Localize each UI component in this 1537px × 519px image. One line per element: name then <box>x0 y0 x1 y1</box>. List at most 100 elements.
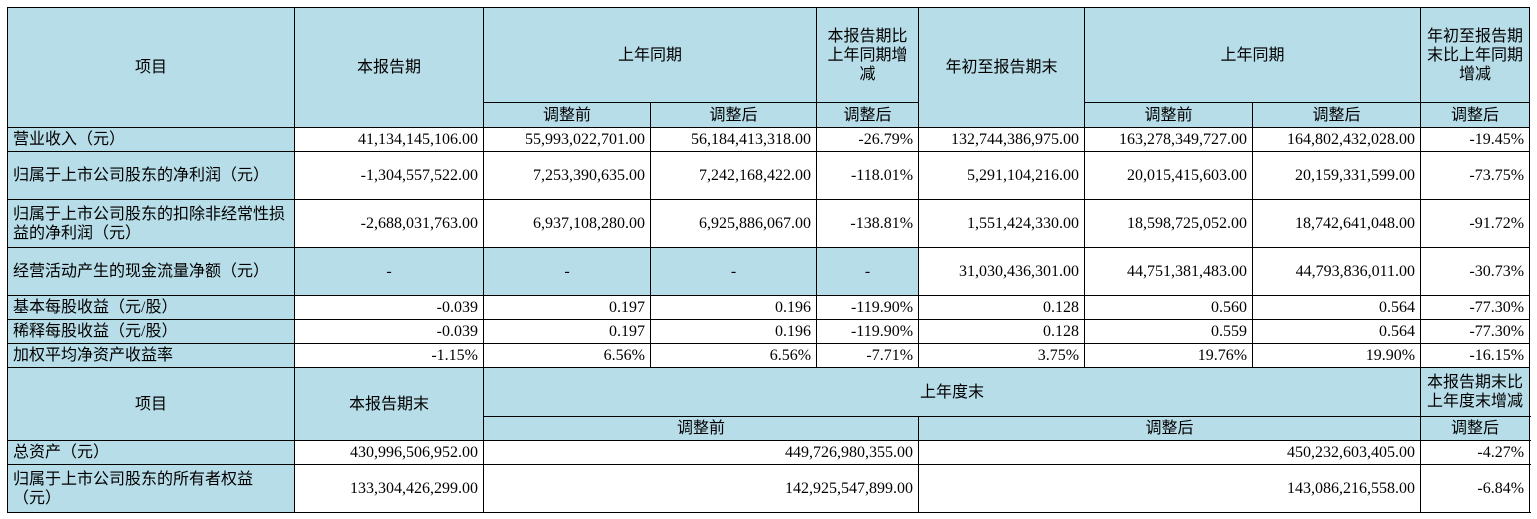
cell-prior-after: 0.196 <box>649 319 818 344</box>
cell-ytd-change: -77.30% <box>1420 295 1531 320</box>
row-label: 归属于上市公司股东的扣除非经常性损益的净利润（元） <box>7 199 295 248</box>
header-row-top: 项目 本报告期 上年同期 本报告期比上年同期增减 年初至报告期末 上年同期 年初… <box>7 7 1531 128</box>
cell-ytd: 5,291,104,216.00 <box>918 151 1086 200</box>
table-row: 稀释每股收益（元/股） -0.039 0.197 0.196 -119.90% … <box>7 319 1531 344</box>
cell-after: 143,086,216,558.00 <box>918 464 1422 513</box>
cell-ytd-prior-before: 44,751,381,483.00 <box>1084 247 1254 296</box>
cell-current: 41,134,145,106.00 <box>294 127 484 152</box>
balance-header-after-adjustment: 调整后 <box>918 416 1422 441</box>
cell-ytd-prior-after: 18,742,641,048.00 <box>1252 199 1422 248</box>
cell-prior-before: 55,993,022,701.00 <box>483 127 651 152</box>
cell-prior-before: 6.56% <box>483 343 651 368</box>
cell-ytd-prior-before: 163,278,349,727.00 <box>1084 127 1254 152</box>
cell-ytd-prior-before: 19.76% <box>1084 343 1254 368</box>
cell-change: -118.01% <box>816 151 920 200</box>
row-label: 营业收入（元） <box>7 127 295 152</box>
table-row: 加权平均净资产收益率 -1.15% 6.56% 6.56% -7.71% 3.7… <box>7 343 1531 368</box>
row-label: 基本每股收益（元/股） <box>7 295 295 320</box>
cell-ytd-prior-after: 19.90% <box>1252 343 1422 368</box>
cell-current: -1.15% <box>294 343 484 368</box>
cell-change: -4.27% <box>1420 440 1531 465</box>
header-current-period: 本报告期 <box>294 7 484 128</box>
header-prior-year-same-period-ytd: 上年同期 <box>1084 7 1422 103</box>
row-label: 稀释每股收益（元/股） <box>7 319 295 344</box>
cell-prior-before: - <box>483 247 651 296</box>
header-after-adjustment-change-ytd: 调整后 <box>1420 102 1531 128</box>
table-row: 归属于上市公司股东的扣除非经常性损益的净利润（元） -2,688,031,763… <box>7 199 1531 248</box>
cell-ytd: 0.128 <box>918 319 1086 344</box>
cell-change: -6.84% <box>1420 464 1531 513</box>
cell-ytd: 31,030,436,301.00 <box>918 247 1086 296</box>
header-row-sub: 调整前 调整后 调整后 调整前 调整后 调整后 <box>8 102 1531 128</box>
cell-current: -0.039 <box>294 295 484 320</box>
cell-ytd-prior-before: 20,015,415,603.00 <box>1084 151 1254 200</box>
cell-current: -1,304,557,522.00 <box>294 151 484 200</box>
balance-header-item: 项目 <box>7 367 295 441</box>
balance-header-current-period-end: 本报告期末 <box>294 367 484 441</box>
header-after-adjustment-ytd: 调整后 <box>1252 102 1422 128</box>
cell-ytd-change: -19.45% <box>1420 127 1531 152</box>
cell-ytd-prior-after: 0.564 <box>1252 295 1422 320</box>
table-row: 经营活动产生的现金流量净额（元） - - - - 31,030,436,301.… <box>7 247 1531 296</box>
cell-ytd-change: -73.75% <box>1420 151 1531 200</box>
cell-change: -7.71% <box>816 343 920 368</box>
cell-ytd-change: -77.30% <box>1420 319 1531 344</box>
cell-ytd-change: -16.15% <box>1420 343 1531 368</box>
cell-ytd: 132,744,386,975.00 <box>918 127 1086 152</box>
table-row: 归属于上市公司股东的净利润（元） -1,304,557,522.00 7,253… <box>7 151 1531 200</box>
header-after-adjustment: 调整后 <box>649 102 818 128</box>
cell-ytd-change: -30.73% <box>1420 247 1531 296</box>
balance-header-after-adjustment-change: 调整后 <box>1420 416 1531 441</box>
cell-change: -119.90% <box>816 295 920 320</box>
balance-header-row-sub: 调整前 调整后 调整后 <box>8 416 1531 441</box>
cell-prior-after: 7,242,168,422.00 <box>649 151 818 200</box>
cell-change: -138.81% <box>816 199 920 248</box>
balance-header-prior-year-end: 上年度末 <box>482 367 1422 417</box>
header-after-adjustment-change: 调整后 <box>816 102 920 128</box>
cell-prior-before: 6,937,108,280.00 <box>483 199 651 248</box>
cell-prior-after: 0.196 <box>649 295 818 320</box>
cell-ytd-prior-before: 0.560 <box>1084 295 1254 320</box>
row-label: 总资产（元） <box>7 440 295 465</box>
cell-before: 142,925,547,899.00 <box>482 464 920 513</box>
cell-ytd: 1,551,424,330.00 <box>918 199 1086 248</box>
cell-ytd-prior-before: 18,598,725,052.00 <box>1084 199 1254 248</box>
cell-prior-after: 6,925,886,067.00 <box>649 199 818 248</box>
cell-change: - <box>816 247 920 296</box>
cell-ytd: 0.128 <box>918 295 1086 320</box>
header-current-vs-prior-change: 本报告期比上年同期增减 <box>816 7 920 103</box>
cell-prior-before: 7,253,390,635.00 <box>483 151 651 200</box>
balance-row: 总资产（元） 430,996,506,952.00 449,726,980,35… <box>7 440 1531 465</box>
row-label: 归属于上市公司股东的所有者权益（元） <box>7 464 295 513</box>
cell-prior-after: 6.56% <box>649 343 818 368</box>
financial-data-table: 项目 本报告期 上年同期 本报告期比上年同期增减 年初至报告期末 上年同期 年初… <box>7 7 1531 513</box>
row-label: 经营活动产生的现金流量净额（元） <box>7 247 295 296</box>
cell-ytd-prior-after: 0.564 <box>1252 319 1422 344</box>
table-row: 营业收入（元） 41,134,145,106.00 55,993,022,701… <box>7 127 1531 152</box>
header-before-adjustment-ytd: 调整前 <box>1084 102 1254 128</box>
cell-prior-after: 56,184,413,318.00 <box>649 127 818 152</box>
cell-ytd-prior-after: 164,802,432,028.00 <box>1252 127 1422 152</box>
cell-current: - <box>294 247 484 296</box>
header-before-adjustment: 调整前 <box>483 102 651 128</box>
row-label: 加权平均净资产收益率 <box>7 343 295 368</box>
cell-current: 430,996,506,952.00 <box>294 440 484 465</box>
header-ytd: 年初至报告期末 <box>918 7 1086 128</box>
cell-ytd: 3.75% <box>918 343 1086 368</box>
balance-header-change: 本报告期末比上年度末增减 <box>1420 367 1531 417</box>
table-row: 基本每股收益（元/股） -0.039 0.197 0.196 -119.90% … <box>7 295 1531 320</box>
cell-after: 450,232,603,405.00 <box>918 440 1422 465</box>
cell-prior-before: 0.197 <box>483 295 651 320</box>
cell-change: -119.90% <box>816 319 920 344</box>
header-ytd-vs-prior-change: 年初至报告期末比上年同期增减 <box>1420 7 1531 103</box>
balance-header-before-adjustment: 调整前 <box>482 416 920 441</box>
cell-ytd-prior-after: 44,793,836,011.00 <box>1252 247 1422 296</box>
cell-before: 449,726,980,355.00 <box>482 440 920 465</box>
balance-header-row-top: 项目 本报告期末 上年度末 本报告期末比上年度末增减 <box>7 367 1531 441</box>
cell-prior-before: 0.197 <box>483 319 651 344</box>
cell-change: -26.79% <box>816 127 920 152</box>
cell-ytd-change: -91.72% <box>1420 199 1531 248</box>
balance-row: 归属于上市公司股东的所有者权益（元） 133,304,426,299.00 14… <box>7 464 1531 513</box>
header-item: 项目 <box>7 7 295 128</box>
cell-prior-after: - <box>649 247 818 296</box>
